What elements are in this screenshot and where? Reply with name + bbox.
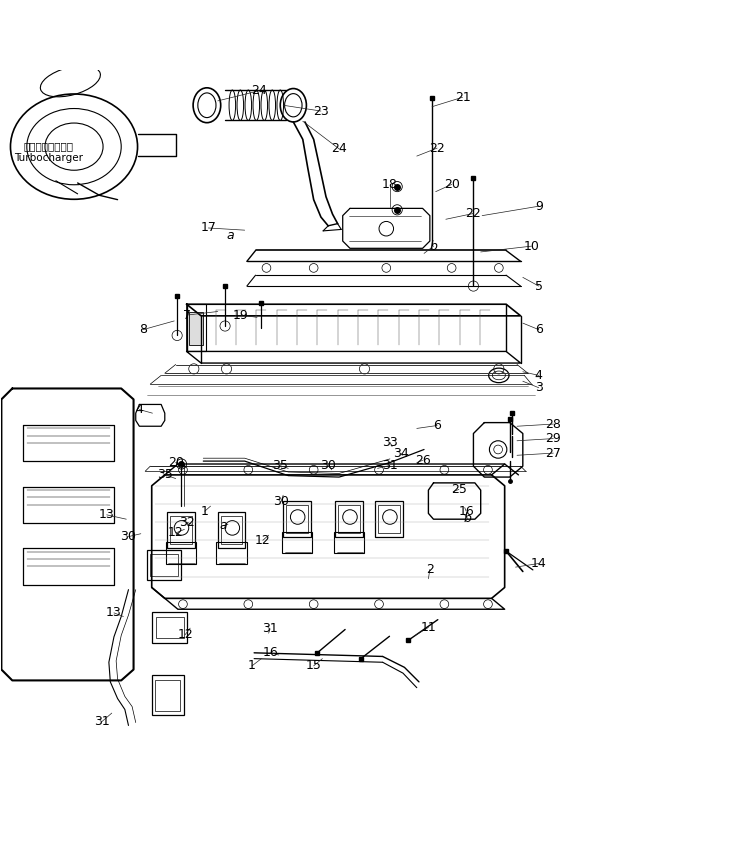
Text: 24: 24 xyxy=(331,142,347,155)
Text: 16: 16 xyxy=(262,646,278,659)
Bar xyxy=(281,531,312,553)
Text: 20: 20 xyxy=(444,178,459,191)
Text: 35: 35 xyxy=(272,459,287,472)
Text: 16: 16 xyxy=(459,505,474,518)
Text: 29: 29 xyxy=(545,432,561,445)
Text: 2: 2 xyxy=(426,563,434,576)
Text: 1: 1 xyxy=(200,505,208,518)
Text: 20: 20 xyxy=(168,456,184,469)
Text: 21: 21 xyxy=(455,91,470,104)
Bar xyxy=(338,505,360,533)
Text: 9: 9 xyxy=(535,199,542,212)
Text: 25: 25 xyxy=(451,483,467,496)
Text: 12: 12 xyxy=(177,629,193,642)
Text: b: b xyxy=(429,239,437,252)
Text: 34: 34 xyxy=(393,447,409,460)
Text: ターボチャージャ: ターボチャージャ xyxy=(23,141,74,152)
Text: 35: 35 xyxy=(157,468,173,481)
Text: 7: 7 xyxy=(182,309,190,322)
Text: 31: 31 xyxy=(262,623,278,636)
Text: 10: 10 xyxy=(523,239,539,252)
Text: 14: 14 xyxy=(531,557,547,570)
Bar xyxy=(189,312,203,345)
Text: 6: 6 xyxy=(535,323,542,336)
Text: 11: 11 xyxy=(421,621,436,634)
Text: 1: 1 xyxy=(248,660,256,673)
Bar xyxy=(335,501,363,538)
Text: 18: 18 xyxy=(382,178,398,191)
Text: Turbocharger: Turbocharger xyxy=(14,153,83,162)
Text: 15: 15 xyxy=(305,660,321,673)
Bar xyxy=(152,612,187,642)
Bar xyxy=(283,501,311,538)
Text: 13: 13 xyxy=(106,606,122,619)
Text: 5: 5 xyxy=(535,279,543,292)
Bar xyxy=(150,554,178,576)
Bar xyxy=(152,675,184,715)
Text: 8: 8 xyxy=(139,323,147,336)
Text: 23: 23 xyxy=(313,105,329,118)
Bar xyxy=(218,512,246,548)
Bar xyxy=(221,516,243,544)
Text: 27: 27 xyxy=(545,447,561,460)
Text: 22: 22 xyxy=(429,141,445,154)
Bar xyxy=(167,512,195,548)
Text: 31: 31 xyxy=(94,715,109,728)
Bar xyxy=(147,550,182,580)
Bar xyxy=(217,543,247,564)
Bar xyxy=(155,680,180,711)
Bar xyxy=(378,505,400,533)
Text: 30: 30 xyxy=(120,530,136,543)
Text: 22: 22 xyxy=(466,207,481,220)
Text: 33: 33 xyxy=(382,436,398,449)
Bar xyxy=(170,516,192,544)
Text: 31: 31 xyxy=(382,459,398,472)
Text: 24: 24 xyxy=(252,84,267,97)
Bar xyxy=(165,543,196,564)
Text: 17: 17 xyxy=(200,221,217,234)
Bar xyxy=(156,616,184,638)
Text: 4: 4 xyxy=(136,403,144,416)
Text: a: a xyxy=(226,229,234,242)
Text: 3: 3 xyxy=(535,381,542,394)
Bar xyxy=(286,505,308,533)
Text: 4: 4 xyxy=(535,368,542,381)
Text: b: b xyxy=(464,512,472,525)
Bar xyxy=(375,501,403,538)
Text: 30: 30 xyxy=(320,459,336,472)
Text: 26: 26 xyxy=(415,453,430,466)
Text: 6: 6 xyxy=(433,419,441,432)
Text: 32: 32 xyxy=(179,516,195,529)
Bar xyxy=(334,531,364,553)
Text: 28: 28 xyxy=(545,418,561,431)
Text: 19: 19 xyxy=(233,309,249,322)
Text: 12: 12 xyxy=(255,534,270,547)
Text: 12: 12 xyxy=(168,526,184,539)
Text: 30: 30 xyxy=(273,495,289,508)
Text: 13: 13 xyxy=(99,508,114,521)
Text: a: a xyxy=(219,519,227,532)
